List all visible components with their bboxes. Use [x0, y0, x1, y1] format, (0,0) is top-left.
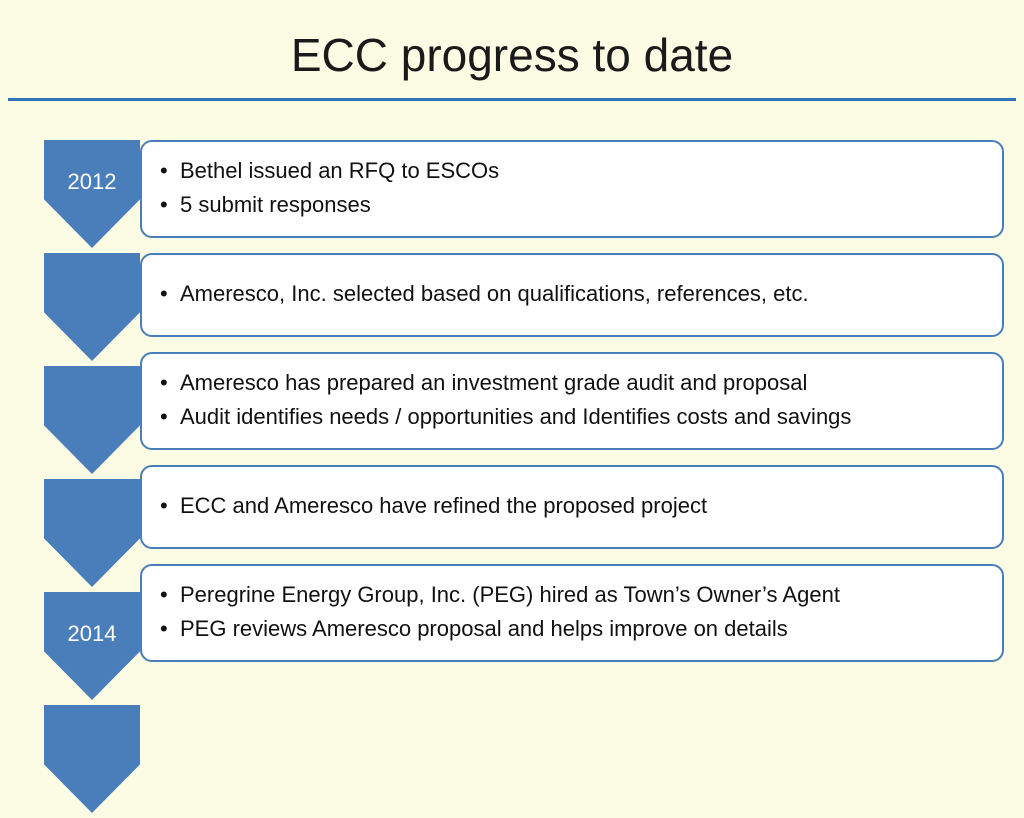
chevron-step: [44, 479, 140, 592]
bullet-text: Ameresco has prepared an investment grad…: [180, 369, 808, 395]
chevron-step: 2014: [44, 592, 140, 705]
timeline-row: • Ameresco has prepared an investment gr…: [140, 352, 1004, 450]
chevron-year-label: [44, 479, 140, 563]
bullet-dot-icon: •: [160, 280, 168, 306]
bullet-text: 5 submit responses: [180, 192, 371, 217]
chevron-year-label: [44, 705, 140, 789]
chevron-year-label: [44, 253, 140, 337]
chevron-step: [44, 253, 140, 366]
title-divider: [8, 98, 1016, 101]
bullet-item: • Ameresco, Inc. selected based on quali…: [160, 277, 984, 311]
chevron-step: [44, 366, 140, 479]
bullet-item: • Audit identifies needs / opportunities…: [160, 400, 984, 434]
timeline-row: • ECC and Ameresco have refined the prop…: [140, 465, 1004, 549]
chevron-timeline: 2012 2014: [44, 140, 140, 818]
chevron-step: 2012: [44, 140, 140, 253]
bullet-item: • Ameresco has prepared an investment gr…: [160, 366, 984, 400]
timeline-rows: • Bethel issued an RFQ to ESCOs • 5 subm…: [140, 140, 1008, 677]
chevron-year-label: 2014: [67, 621, 117, 646]
bullet-dot-icon: •: [160, 616, 168, 641]
bullet-text: Bethel issued an RFQ to ESCOs: [180, 157, 500, 183]
bullet-text: PEG reviews Ameresco proposal and helps …: [180, 616, 788, 641]
bullet-dot-icon: •: [160, 157, 168, 183]
timeline-row: • Peregrine Energy Group, Inc. (PEG) hir…: [140, 564, 1004, 662]
bullet-item: • ECC and Ameresco have refined the prop…: [160, 489, 984, 523]
chevron-year-label: 2012: [67, 169, 117, 194]
bullet-item: • Peregrine Energy Group, Inc. (PEG) hir…: [160, 578, 984, 612]
bullet-item: • PEG reviews Ameresco proposal and help…: [160, 612, 984, 646]
timeline-row: • Bethel issued an RFQ to ESCOs • 5 subm…: [140, 140, 1004, 238]
bullet-text: ECC and Ameresco have refined the propos…: [180, 492, 708, 518]
page-title: ECC progress to date: [290, 29, 734, 81]
bullet-item: • Bethel issued an RFQ to ESCOs: [160, 154, 984, 188]
bullet-dot-icon: •: [160, 369, 168, 395]
bullet-text: Audit identifies needs / opportunities a…: [180, 404, 852, 429]
bullet-dot-icon: •: [160, 192, 168, 217]
slide: ECC progress to date 2012 2014: [8, 29, 1016, 813]
timeline-row: • Ameresco, Inc. selected based on quali…: [140, 253, 1004, 337]
bullet-dot-icon: •: [160, 404, 168, 429]
bullet-text: Peregrine Energy Group, Inc. (PEG) hired…: [180, 581, 840, 607]
bullet-dot-icon: •: [160, 492, 168, 518]
bullet-item: • 5 submit responses: [160, 188, 984, 222]
chevron-step: [44, 705, 140, 818]
chevron-year-label: [44, 366, 140, 450]
bullet-dot-icon: •: [160, 581, 168, 607]
bullet-text: Ameresco, Inc. selected based on qualifi…: [180, 280, 809, 306]
